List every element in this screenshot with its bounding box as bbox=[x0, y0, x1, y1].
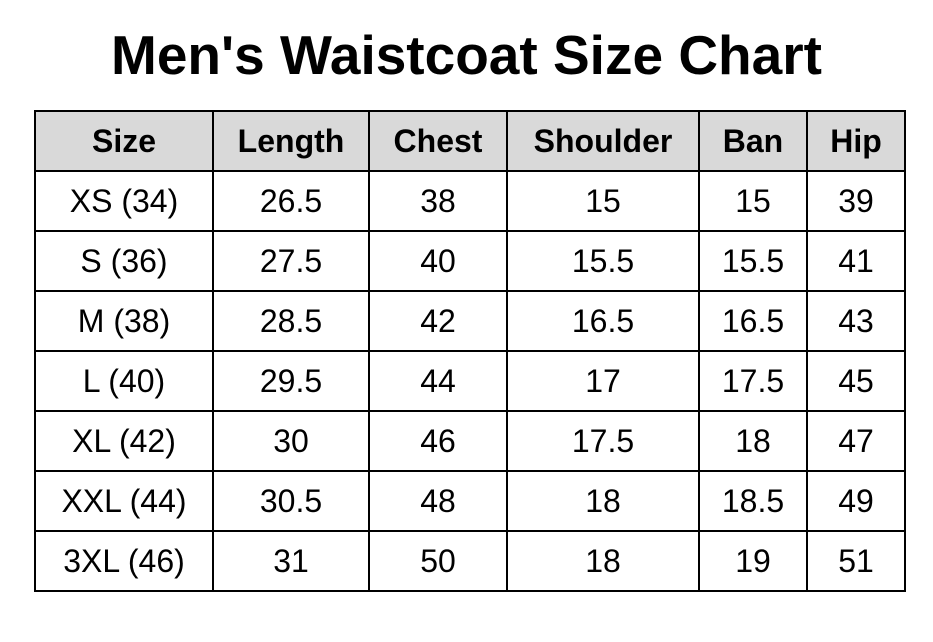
table-cell: 47 bbox=[806, 410, 906, 472]
table-cell: 18 bbox=[698, 410, 808, 472]
header-row: Size Length Chest Shoulder Ban Hip bbox=[34, 110, 906, 172]
table-cell: 29.5 bbox=[212, 350, 370, 412]
table-cell: 31 bbox=[212, 530, 370, 592]
table-cell: XL (42) bbox=[34, 410, 214, 472]
table-cell: 19 bbox=[698, 530, 808, 592]
table-cell: 43 bbox=[806, 290, 906, 352]
table-cell: 48 bbox=[368, 470, 508, 532]
table-cell: 16.5 bbox=[698, 290, 808, 352]
table-cell: 42 bbox=[368, 290, 508, 352]
table-row: 3XL (46) 31 50 18 19 51 bbox=[34, 530, 906, 592]
table-cell: 51 bbox=[806, 530, 906, 592]
header-cell: Length bbox=[212, 110, 370, 172]
table-row: M (38) 28.5 42 16.5 16.5 43 bbox=[34, 290, 906, 352]
table-row: XXL (44) 30.5 48 18 18.5 49 bbox=[34, 470, 906, 532]
table-cell: S (36) bbox=[34, 230, 214, 292]
table-row: S (36) 27.5 40 15.5 15.5 41 bbox=[34, 230, 906, 292]
header-cell: Hip bbox=[806, 110, 906, 172]
table-cell: XXL (44) bbox=[34, 470, 214, 532]
header-cell: Size bbox=[34, 110, 214, 172]
table-cell: 15.5 bbox=[698, 230, 808, 292]
table-cell: 17.5 bbox=[506, 410, 700, 472]
table-cell: 17 bbox=[506, 350, 700, 412]
table-cell: 18 bbox=[506, 530, 700, 592]
table-cell: 3XL (46) bbox=[34, 530, 214, 592]
table-cell: 30.5 bbox=[212, 470, 370, 532]
header-cell: Ban bbox=[698, 110, 808, 172]
table-cell: 18 bbox=[506, 470, 700, 532]
table-cell: 45 bbox=[806, 350, 906, 412]
table-cell: 15 bbox=[506, 170, 700, 232]
table-cell: 18.5 bbox=[698, 470, 808, 532]
table-cell: 39 bbox=[806, 170, 906, 232]
table-cell: 38 bbox=[368, 170, 508, 232]
table-cell: 27.5 bbox=[212, 230, 370, 292]
table-cell: 16.5 bbox=[506, 290, 700, 352]
table-row: L (40) 29.5 44 17 17.5 45 bbox=[34, 350, 906, 412]
table-cell: 28.5 bbox=[212, 290, 370, 352]
table-cell: L (40) bbox=[34, 350, 214, 412]
table-cell: 50 bbox=[368, 530, 508, 592]
table-cell: 17.5 bbox=[698, 350, 808, 412]
table-cell: 46 bbox=[368, 410, 508, 472]
table-cell: 49 bbox=[806, 470, 906, 532]
table-cell: M (38) bbox=[34, 290, 214, 352]
header-cell: Shoulder bbox=[506, 110, 700, 172]
size-table: Size Length Chest Shoulder Ban Hip XS (34) 26.… bbox=[34, 110, 906, 592]
table-row: XL (42) 30 46 17.5 18 47 bbox=[34, 410, 906, 472]
table-cell: 41 bbox=[806, 230, 906, 292]
table-body: XS (34) 26.5 38 15 15 39 S (36) 27.5 40 15.5 15.5 4… bbox=[34, 170, 906, 592]
table-cell: 40 bbox=[368, 230, 508, 292]
table-cell: 30 bbox=[212, 410, 370, 472]
table-row: XS (34) 26.5 38 15 15 39 bbox=[34, 170, 906, 232]
table-cell: XS (34) bbox=[34, 170, 214, 232]
table-cell: 26.5 bbox=[212, 170, 370, 232]
table-cell: 15.5 bbox=[506, 230, 700, 292]
header-cell: Chest bbox=[368, 110, 508, 172]
table-cell: 44 bbox=[368, 350, 508, 412]
table-cell: 15 bbox=[698, 170, 808, 232]
title: Men's Waistcoat Size Chart bbox=[111, 24, 822, 86]
